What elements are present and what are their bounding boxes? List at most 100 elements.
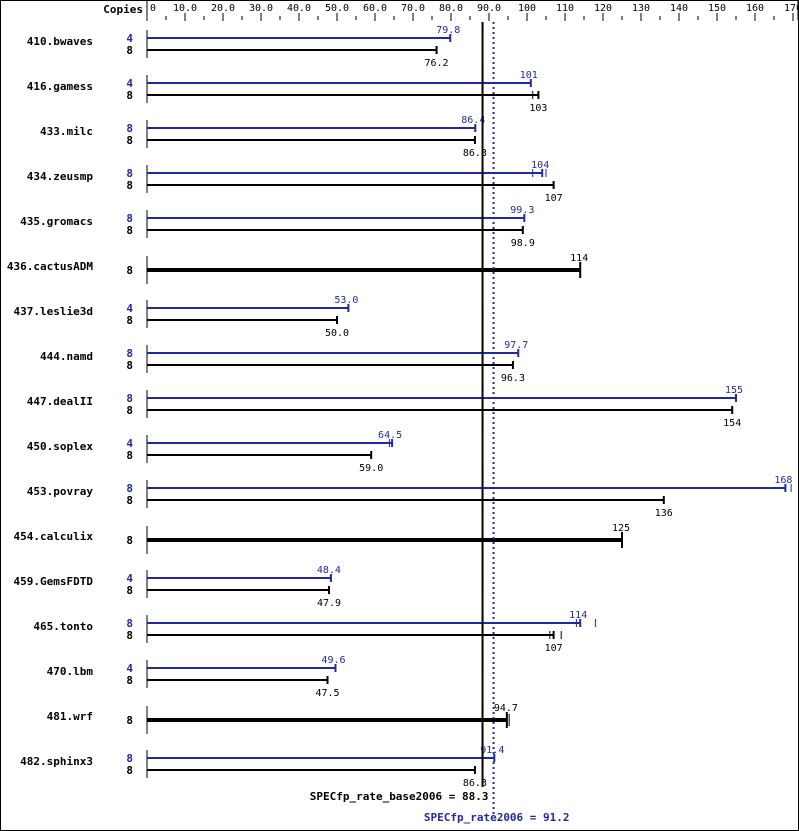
- peak-value-label: 101: [520, 70, 538, 81]
- peak-value-label: 99.3: [510, 205, 534, 216]
- benchmark-label: 482.sphinx3: [20, 755, 93, 768]
- x-tick-label: 120: [594, 3, 612, 14]
- benchmark-label: 437.leslie3d: [14, 305, 93, 318]
- base-value-label: 154: [723, 418, 741, 429]
- peak-value-label: 114: [569, 610, 587, 621]
- x-tick-label: 100: [518, 3, 536, 14]
- benchmark-label: 436.cactusADM: [7, 260, 93, 273]
- peak-copies-count: 8: [126, 752, 133, 765]
- value-label: 125: [612, 523, 630, 534]
- benchmark-label: 453.povray: [27, 485, 94, 498]
- peak-copies-count: 4: [126, 302, 133, 315]
- peak-copies-count: 8: [126, 122, 133, 135]
- base-copies-count: 8: [126, 224, 133, 237]
- value-label: 114: [570, 253, 588, 264]
- base-copies-count: 8: [126, 359, 133, 372]
- peak-copies-count: 4: [126, 77, 133, 90]
- peak-reference-label: SPECfp_rate2006 = 91.2: [424, 811, 570, 824]
- x-tick-label: 70.0: [401, 3, 425, 14]
- base-value-label: 86.3: [463, 778, 487, 789]
- x-tick-label: 160: [746, 3, 764, 14]
- base-value-label: 96.3: [501, 373, 525, 384]
- benchmark-label: 433.milc: [40, 125, 93, 138]
- peak-copies-count: 8: [126, 392, 133, 405]
- x-tick-label: 170: [784, 3, 799, 14]
- peak-value-label: 97.7: [504, 340, 528, 351]
- benchmark-label: 481.wrf: [47, 710, 93, 723]
- benchmark-label: 410.bwaves: [27, 35, 93, 48]
- peak-copies-count: 4: [126, 662, 133, 675]
- peak-copies-count: 4: [126, 437, 133, 450]
- base-copies-count: 8: [126, 134, 133, 147]
- base-value-label: 107: [545, 643, 563, 654]
- base-copies-count: 8: [126, 44, 133, 57]
- benchmark-label: 444.namd: [40, 350, 93, 363]
- base-value-label: 47.9: [317, 598, 341, 609]
- base-copies-count: 8: [126, 494, 133, 507]
- benchmark-label: 416.gamess: [27, 80, 93, 93]
- x-tick-label: 0: [150, 3, 156, 14]
- base-copies-count: 8: [126, 179, 133, 192]
- base-value-label: 50.0: [325, 328, 349, 339]
- peak-copies-count: 8: [126, 212, 133, 225]
- peak-value-label: 86.4: [461, 115, 485, 126]
- base-value-label: 136: [655, 508, 673, 519]
- base-copies-count: 8: [126, 449, 133, 462]
- copies-count: 8: [126, 714, 133, 727]
- benchmark-label: 450.soplex: [27, 440, 94, 453]
- base-copies-count: 8: [126, 314, 133, 327]
- peak-value-label: 64.5: [378, 430, 402, 441]
- base-value-label: 107: [545, 193, 563, 204]
- peak-copies-count: 8: [126, 482, 133, 495]
- peak-value-label: 168: [774, 475, 792, 486]
- peak-value-label: 79.8: [436, 25, 460, 36]
- base-copies-count: 8: [126, 629, 133, 642]
- x-tick-label: 130: [632, 3, 650, 14]
- base-reference-label: SPECfp_rate_base2006 = 88.3: [310, 790, 489, 803]
- peak-value-label: 104: [531, 160, 549, 171]
- base-value-label: 86.3: [463, 148, 487, 159]
- x-tick-label: 140: [670, 3, 688, 14]
- x-tick-label: 20.0: [211, 3, 235, 14]
- peak-value-label: 53.0: [334, 295, 358, 306]
- peak-value-label: 91.4: [480, 745, 504, 756]
- benchmark-label: 434.zeusmp: [27, 170, 94, 183]
- base-value-label: 98.9: [511, 238, 535, 249]
- x-tick-label: 90.0: [477, 3, 501, 14]
- base-value-label: 47.5: [315, 688, 339, 699]
- benchmark-label: 465.tonto: [33, 620, 93, 633]
- x-tick-label: 60.0: [363, 3, 387, 14]
- base-copies-count: 8: [126, 764, 133, 777]
- copies-header: Copies: [103, 3, 143, 16]
- benchmark-label: 459.GemsFDTD: [14, 575, 94, 588]
- base-value-label: 76.2: [425, 58, 449, 69]
- x-tick-label: 40.0: [287, 3, 311, 14]
- peak-copies-count: 8: [126, 167, 133, 180]
- peak-copies-count: 4: [126, 32, 133, 45]
- base-value-label: 103: [529, 103, 547, 114]
- peak-value-label: 155: [725, 385, 743, 396]
- peak-copies-count: 8: [126, 617, 133, 630]
- x-tick-label: 80.0: [439, 3, 463, 14]
- benchmark-label: 470.lbm: [47, 665, 94, 678]
- copies-count: 8: [126, 534, 133, 547]
- benchmark-label: 447.dealII: [27, 395, 93, 408]
- x-tick-label: 110: [556, 3, 574, 14]
- base-value-label: 59.0: [359, 463, 383, 474]
- base-copies-count: 8: [126, 584, 133, 597]
- base-copies-count: 8: [126, 404, 133, 417]
- peak-copies-count: 4: [126, 572, 133, 585]
- x-tick-label: 150: [708, 3, 726, 14]
- value-label: 94.7: [494, 703, 518, 714]
- x-tick-label: 10.0: [173, 3, 197, 14]
- copies-count: 8: [126, 264, 133, 277]
- peak-value-label: 49.6: [321, 655, 345, 666]
- x-tick-label: 30.0: [249, 3, 273, 14]
- peak-value-label: 48.4: [317, 565, 341, 576]
- benchmark-label: 435.gromacs: [20, 215, 93, 228]
- base-copies-count: 8: [126, 674, 133, 687]
- peak-copies-count: 8: [126, 347, 133, 360]
- benchmark-label: 454.calculix: [14, 530, 94, 543]
- base-copies-count: 8: [126, 89, 133, 102]
